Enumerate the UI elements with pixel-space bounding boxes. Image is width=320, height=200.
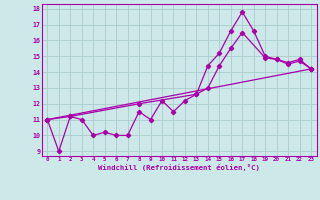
- X-axis label: Windchill (Refroidissement éolien,°C): Windchill (Refroidissement éolien,°C): [98, 164, 260, 171]
